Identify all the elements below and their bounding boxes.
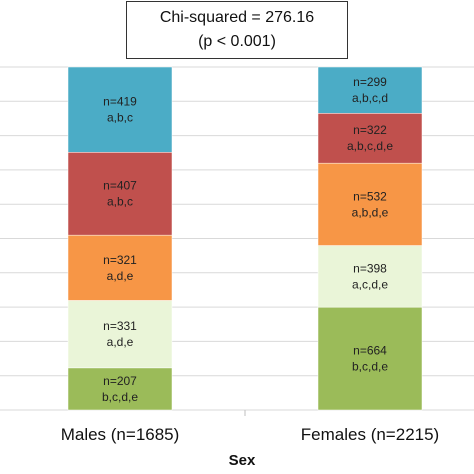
bar-segment-label: b,c,d,e: [352, 360, 388, 374]
bar-segment-label: a,b,d,e: [352, 205, 389, 219]
bar-segment-label: n=322: [353, 123, 387, 137]
bar-segment-1-2: [317, 162, 423, 246]
bar-segment-label: n=299: [353, 75, 387, 89]
bar-segment-label: n=532: [353, 189, 387, 203]
bar-segment-label: n=419: [103, 95, 137, 109]
bar-segment-1-1: [317, 245, 423, 308]
bar-segment-label: n=398: [353, 261, 387, 275]
bar-segment-0-3: [67, 152, 173, 236]
bar-segment-label: a,d,e: [107, 335, 134, 349]
bar-segment-0-0: [67, 367, 173, 411]
bar-segment-label: a,b,c: [107, 111, 133, 125]
bar-segment-label: n=331: [103, 319, 137, 333]
bar-segment-label: a,c,d,e: [352, 277, 388, 291]
bar-segment-1-0: [317, 306, 423, 411]
bar-segment-0-1: [67, 300, 173, 369]
bar-segment-label: a,d,e: [107, 269, 134, 283]
p-value: (p < 0.001): [198, 33, 276, 50]
bar-segment-label: n=207: [103, 374, 137, 388]
bar-segment-label: a,b,c,d: [352, 91, 388, 105]
bar-segment-1-4: [317, 66, 423, 114]
x-axis-title: Sex: [228, 452, 256, 469]
bar-segment-label: n=407: [103, 179, 137, 193]
bars: n=207 b,c,d,e n=331 a,d,e n=321 a,d,e n=407 a,b…: [67, 66, 423, 411]
bar-segment-label: b,c,d,e: [102, 390, 138, 404]
chi-squared-value: Chi-squared = 276.16: [159, 9, 315, 26]
bar-segment-label: a,b,c,d,e: [347, 139, 393, 153]
chi-squared-annotation: Chi-squared = 276.16 (p < 0.001): [126, 1, 348, 59]
bar-segment-0-4: [67, 66, 173, 153]
bar-segment-label: n=321: [103, 253, 137, 267]
category-label-females: Females (n=2215): [300, 425, 440, 444]
bar-segment-label: n=664: [353, 344, 387, 358]
bar-segment-1-3: [317, 113, 423, 164]
bar-segment-0-2: [67, 234, 173, 301]
bar-segment-label: a,b,c: [107, 195, 133, 209]
category-label-males: Males (n=1685): [60, 425, 180, 444]
